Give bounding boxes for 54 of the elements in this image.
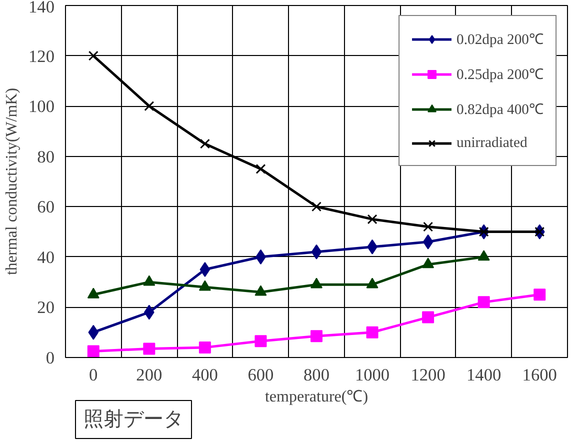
y-tick-label: 60 [37,198,54,217]
point [422,234,434,250]
y-tick-label: 20 [37,298,54,318]
point [367,214,378,224]
point [256,164,266,174]
point [143,275,156,286]
point [366,278,378,288]
point [534,288,546,301]
point [534,226,545,237]
point [254,285,267,296]
x-axis-title: temperature(℃) [264,388,368,406]
x-tick-label: 800 [304,366,330,384]
point [198,280,211,291]
legend-label: unirradiated [456,134,528,152]
point [312,202,322,212]
point [143,342,156,355]
x-tick-label: 0 [89,366,98,384]
y-tick-label: 100 [28,97,55,116]
point [254,335,267,348]
legend-label: 0.25dpa 200℃ [456,66,544,84]
point [478,296,490,308]
point [310,278,322,288]
y-tick-label: 0 [46,348,55,368]
point [478,226,489,237]
point [311,244,322,260]
y-tick-label: 80 [37,147,54,166]
point [88,50,98,61]
x-tick-label: 400 [192,366,218,384]
x-tick-label: 600 [248,366,274,384]
point [423,222,434,232]
legend-label: 0.82dpa 400℃ [456,101,544,119]
point [144,101,154,112]
point [200,262,210,277]
point [87,288,100,298]
point [87,345,100,358]
x-tick-label: 1200 [410,366,446,384]
point [200,138,210,149]
x-tick-label: 1600 [522,366,557,384]
y-tick-label: 120 [28,46,55,66]
legend-label: 0.02dpa 200℃ [456,31,544,49]
x-tick-label: 200 [136,366,162,384]
y-tick-label: 40 [37,248,54,267]
point [366,326,378,338]
x-tick-label: 1000 [354,366,390,384]
point [422,258,434,268]
y-tick-label: 140 [28,0,55,16]
y-axis-title: thermal conductivity(W/mK) [4,88,21,276]
point [198,341,211,354]
point [478,250,490,261]
x-tick-label: 1400 [466,366,502,384]
text: 照射データ [84,408,184,430]
point [422,311,434,324]
point [310,330,322,342]
point [88,324,99,340]
